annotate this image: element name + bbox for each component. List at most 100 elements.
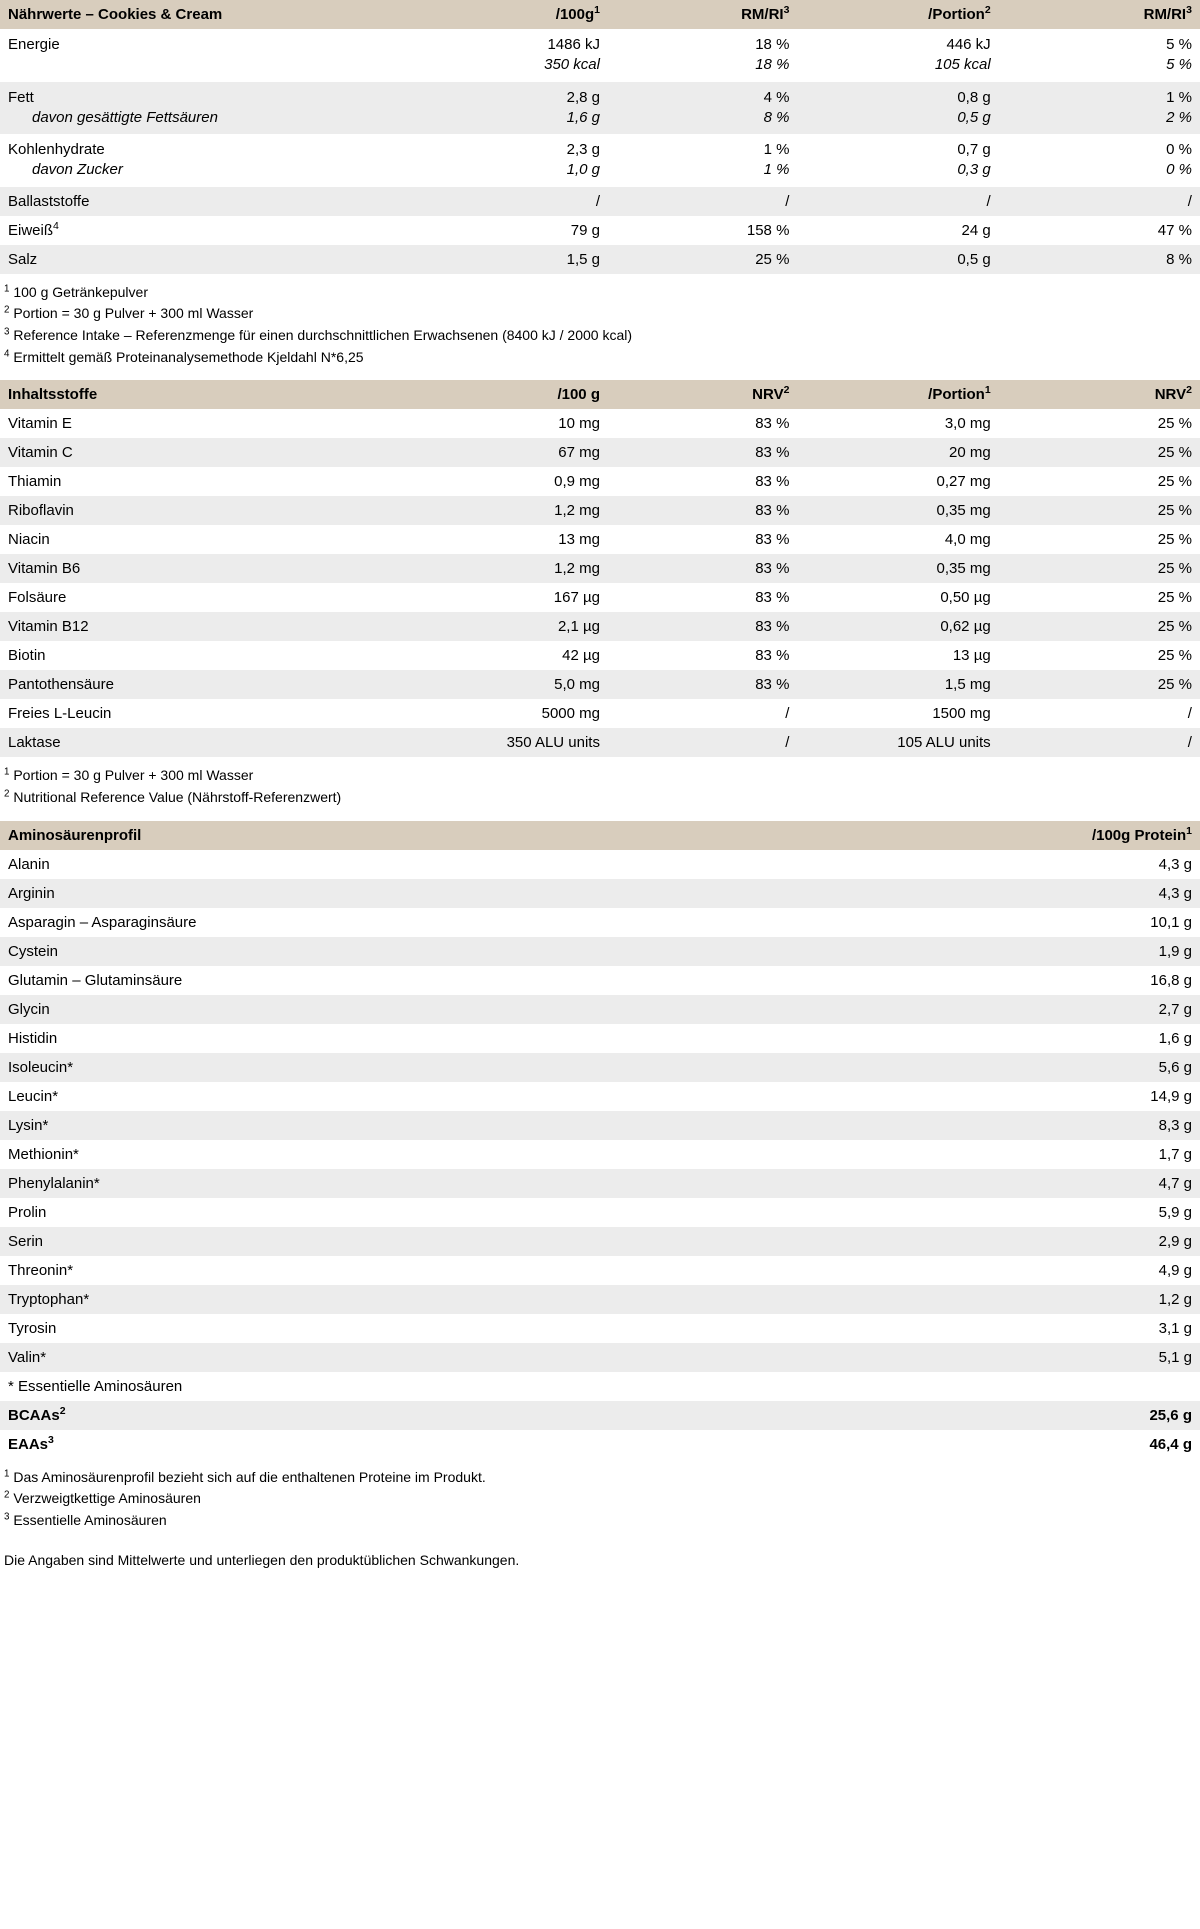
nutrition-notes: 1 100 g Getränkepulver2 Portion = 30 g P… <box>0 274 1200 381</box>
row-label: Glutamin – Glutaminsäure <box>8 972 955 989</box>
table-row: Valin*5,1 g <box>0 1343 1200 1372</box>
footnote: 3 Reference Intake – Referenzmenge für e… <box>4 325 1196 347</box>
table-row: Freies L-Leucin5000 mg/1500 mg/ <box>0 699 1200 728</box>
row-label: Laktase <box>8 734 411 751</box>
nutrition-header-col5: RM/RI3 <box>991 6 1192 23</box>
row-label: Pantothensäure <box>8 676 411 693</box>
table-row: Tryptophan*1,2 g <box>0 1285 1200 1314</box>
table-row: Riboflavin1,2 mg83 %0,35 mg25 % <box>0 496 1200 525</box>
ingredients-header-col4: /Portion1 <box>789 386 990 403</box>
row-label: Folsäure <box>8 589 411 606</box>
ingredients-table: Inhaltsstoffe /100 g NRV2 /Portion1 NRV2… <box>0 380 1200 820</box>
nutrition-header-col2: /100g1 <box>411 6 600 23</box>
footnote: 1 Das Aminosäurenprofil bezieht sich auf… <box>4 1467 1196 1489</box>
table-row: Folsäure167 µg83 %0,50 µg25 % <box>0 583 1200 612</box>
table-row: Lysin*8,3 g <box>0 1111 1200 1140</box>
table-row: Prolin5,9 g <box>0 1198 1200 1227</box>
table-row: Laktase350 ALU units/105 ALU units/ <box>0 728 1200 757</box>
row-label: Vitamin B6 <box>8 560 411 577</box>
table-row: Arginin4,3 g <box>0 879 1200 908</box>
ingredients-header-title: Inhaltsstoffe <box>8 386 411 403</box>
row-label: Cystein <box>8 943 955 960</box>
row-label: Eiweiß4 <box>8 222 411 239</box>
row-label: Ballaststoffe <box>8 193 411 210</box>
amino-rows: Alanin4,3 gArginin4,3 gAsparagin – Aspar… <box>0 850 1200 1372</box>
table-row: Vitamin B122,1 µg83 %0,62 µg25 % <box>0 612 1200 641</box>
row-label: Kohlenhydratedavon Zucker <box>8 140 411 181</box>
table-row: Vitamin C67 mg83 %20 mg25 % <box>0 438 1200 467</box>
table-row: Methionin*1,7 g <box>0 1140 1200 1169</box>
footnote: 2 Portion = 30 g Pulver + 300 ml Wasser <box>4 303 1196 325</box>
row-label: Vitamin B12 <box>8 618 411 635</box>
table-row: Thiamin0,9 mg83 %0,27 mg25 % <box>0 467 1200 496</box>
table-row: Alanin4,3 g <box>0 850 1200 879</box>
table-row: Salz1,5 g25 %0,5 g8 % <box>0 245 1200 274</box>
row-label: Phenylalanin* <box>8 1175 955 1192</box>
summary-row: BCAAs225,6 g <box>0 1401 1200 1430</box>
table-row: Histidin1,6 g <box>0 1024 1200 1053</box>
table-row: Isoleucin*5,6 g <box>0 1053 1200 1082</box>
ingredients-header-col3: NRV2 <box>600 386 789 403</box>
nutrition-rows: Energie1486 kJ350 kcal18 %18 %446 kJ105 … <box>0 29 1200 274</box>
row-label: Vitamin C <box>8 444 411 461</box>
nutrition-header-col3: RM/RI3 <box>600 6 789 23</box>
row-label: Leucin* <box>8 1088 955 1105</box>
table-row: Biotin42 µg83 %13 µg25 % <box>0 641 1200 670</box>
amino-header-col2: /100g Protein1 <box>955 827 1192 844</box>
table-row: Fettdavon gesättigte Fettsäuren2,8 g1,6 … <box>0 82 1200 135</box>
footnote: 1 Portion = 30 g Pulver + 300 ml Wasser <box>4 765 1196 787</box>
row-label: Tyrosin <box>8 1320 955 1337</box>
table-row: Cystein1,9 g <box>0 937 1200 966</box>
row-label: Vitamin E <box>8 415 411 432</box>
row-label: Riboflavin <box>8 502 411 519</box>
row-label: Arginin <box>8 885 955 902</box>
row-label: Alanin <box>8 856 955 873</box>
table-row: Glycin2,7 g <box>0 995 1200 1024</box>
row-label: Tryptophan* <box>8 1291 955 1308</box>
footnote: 2 Verzweigtkettige Aminosäuren <box>4 1488 1196 1510</box>
ingredients-header-col2: /100 g <box>411 386 600 403</box>
table-row: Eiweiß479 g158 %24 g47 % <box>0 216 1200 245</box>
row-label: Lysin* <box>8 1117 955 1134</box>
table-row: Niacin13 mg83 %4,0 mg25 % <box>0 525 1200 554</box>
footnote: 4 Ermittelt gemäß Proteinanalysemethode … <box>4 347 1196 369</box>
ingredients-header: Inhaltsstoffe /100 g NRV2 /Portion1 NRV2 <box>0 380 1200 409</box>
table-row: Phenylalanin*4,7 g <box>0 1169 1200 1198</box>
amino-essential-note: * Essentielle Aminosäuren <box>0 1372 1200 1401</box>
row-label: Prolin <box>8 1204 955 1221</box>
row-label: Glycin <box>8 1001 955 1018</box>
ingredients-header-col5: NRV2 <box>991 386 1192 403</box>
row-label: Methionin* <box>8 1146 955 1163</box>
row-label: Serin <box>8 1233 955 1250</box>
table-row: Vitamin E10 mg83 %3,0 mg25 % <box>0 409 1200 438</box>
table-row: Pantothensäure5,0 mg83 %1,5 mg25 % <box>0 670 1200 699</box>
row-label: Asparagin – Asparaginsäure <box>8 914 955 931</box>
row-label: EAAs3 <box>8 1436 955 1453</box>
nutrition-table: Nährwerte – Cookies & Cream /100g1 RM/RI… <box>0 0 1200 380</box>
amino-header: Aminosäurenprofil /100g Protein1 <box>0 821 1200 850</box>
ingredients-notes: 1 Portion = 30 g Pulver + 300 ml Wasser2… <box>0 757 1200 820</box>
amino-disclaimer: Die Angaben sind Mittelwerte und unterli… <box>0 1544 1200 1584</box>
row-label: Histidin <box>8 1030 955 1047</box>
footnote: 2 Nutritional Reference Value (Nährstoff… <box>4 787 1196 809</box>
nutrition-header: Nährwerte – Cookies & Cream /100g1 RM/RI… <box>0 0 1200 29</box>
row-label: Salz <box>8 251 411 268</box>
row-label: BCAAs2 <box>8 1407 955 1424</box>
footnote: 3 Essentielle Aminosäuren <box>4 1510 1196 1532</box>
row-label: Biotin <box>8 647 411 664</box>
table-row: Kohlenhydratedavon Zucker2,3 g1,0 g1 %1 … <box>0 134 1200 187</box>
row-label: Freies L-Leucin <box>8 705 411 722</box>
nutrition-header-title: Nährwerte – Cookies & Cream <box>8 6 411 23</box>
table-row: Serin2,9 g <box>0 1227 1200 1256</box>
amino-summary: BCAAs225,6 gEAAs346,4 g <box>0 1401 1200 1459</box>
amino-notes: 1 Das Aminosäurenprofil bezieht sich auf… <box>0 1459 1200 1544</box>
amino-essential-note-text: * Essentielle Aminosäuren <box>8 1378 955 1395</box>
row-label: Thiamin <box>8 473 411 490</box>
table-row: Asparagin – Asparaginsäure10,1 g <box>0 908 1200 937</box>
row-label: Niacin <box>8 531 411 548</box>
table-row: Leucin*14,9 g <box>0 1082 1200 1111</box>
amino-header-title: Aminosäurenprofil <box>8 827 955 844</box>
table-row: Tyrosin3,1 g <box>0 1314 1200 1343</box>
table-row: Threonin*4,9 g <box>0 1256 1200 1285</box>
amino-table: Aminosäurenprofil /100g Protein1 Alanin4… <box>0 821 1200 1584</box>
